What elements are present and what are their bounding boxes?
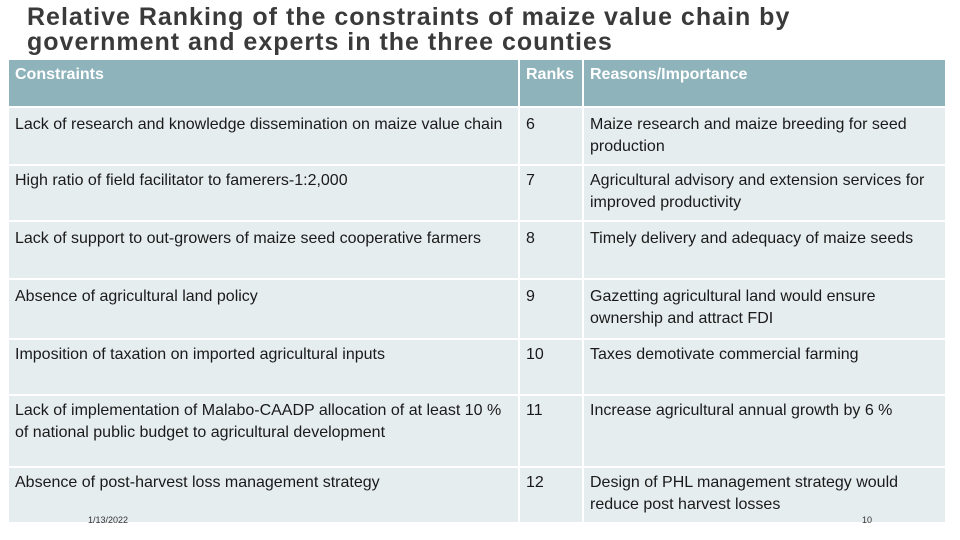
reason-cell: Increase agricultural annual growth by 6…: [582, 394, 947, 468]
reason-cell: Gazetting agricultural land would ensure…: [582, 278, 947, 340]
reason-cell: Timely delivery and adequacy of maize se…: [582, 220, 947, 280]
constraint-cell: High ratio of field facilitator to famer…: [7, 164, 520, 222]
table-row: High ratio of field facilitator to famer…: [7, 164, 947, 222]
table-row: Imposition of taxation on imported agric…: [7, 338, 947, 396]
slide-title: Relative Ranking of the constraints of m…: [27, 5, 791, 55]
table-row: Lack of research and knowledge dissemina…: [7, 106, 947, 166]
table-row: Lack of implementation of Malabo-CAADP a…: [7, 394, 947, 468]
table-row: Absence of agricultural land policy 9 Ga…: [7, 278, 947, 340]
reason-cell: Taxes demotivate commercial farming: [582, 338, 947, 396]
header-reasons: Reasons/Importance: [582, 58, 947, 108]
table-row: Lack of support to out-growers of maize …: [7, 220, 947, 280]
reason-cell: Design of PHL management strategy would …: [582, 466, 947, 524]
table-header-row: Constraints Ranks Reasons/Importance: [7, 58, 947, 108]
constraint-cell: Lack of research and knowledge dissemina…: [7, 106, 520, 166]
constraint-cell: Absence of agricultural land policy: [7, 278, 520, 340]
constraint-cell: Lack of implementation of Malabo-CAADP a…: [7, 394, 520, 468]
rank-cell: 7: [518, 164, 584, 222]
constraint-cell: Lack of support to out-growers of maize …: [7, 220, 520, 280]
reason-cell: Maize research and maize breeding for se…: [582, 106, 947, 166]
constraint-cell: Imposition of taxation on imported agric…: [7, 338, 520, 396]
page-number: 10: [862, 515, 873, 525]
rank-cell: 11: [518, 394, 584, 468]
constraint-cell: Absence of post-harvest loss management …: [7, 466, 520, 524]
constraints-table: Constraints Ranks Reasons/Importance Lac…: [7, 58, 947, 524]
table-row: Absence of post-harvest loss management …: [7, 466, 947, 524]
rank-cell: 8: [518, 220, 584, 280]
header-constraints: Constraints: [7, 58, 520, 108]
header-ranks: Ranks: [518, 58, 584, 108]
footer-date: 1/13/2022: [88, 515, 129, 525]
rank-cell: 6: [518, 106, 584, 166]
rank-cell: 9: [518, 278, 584, 340]
reason-cell: Agricultural advisory and extension serv…: [582, 164, 947, 222]
rank-cell: 10: [518, 338, 584, 396]
rank-cell: 12: [518, 466, 584, 524]
